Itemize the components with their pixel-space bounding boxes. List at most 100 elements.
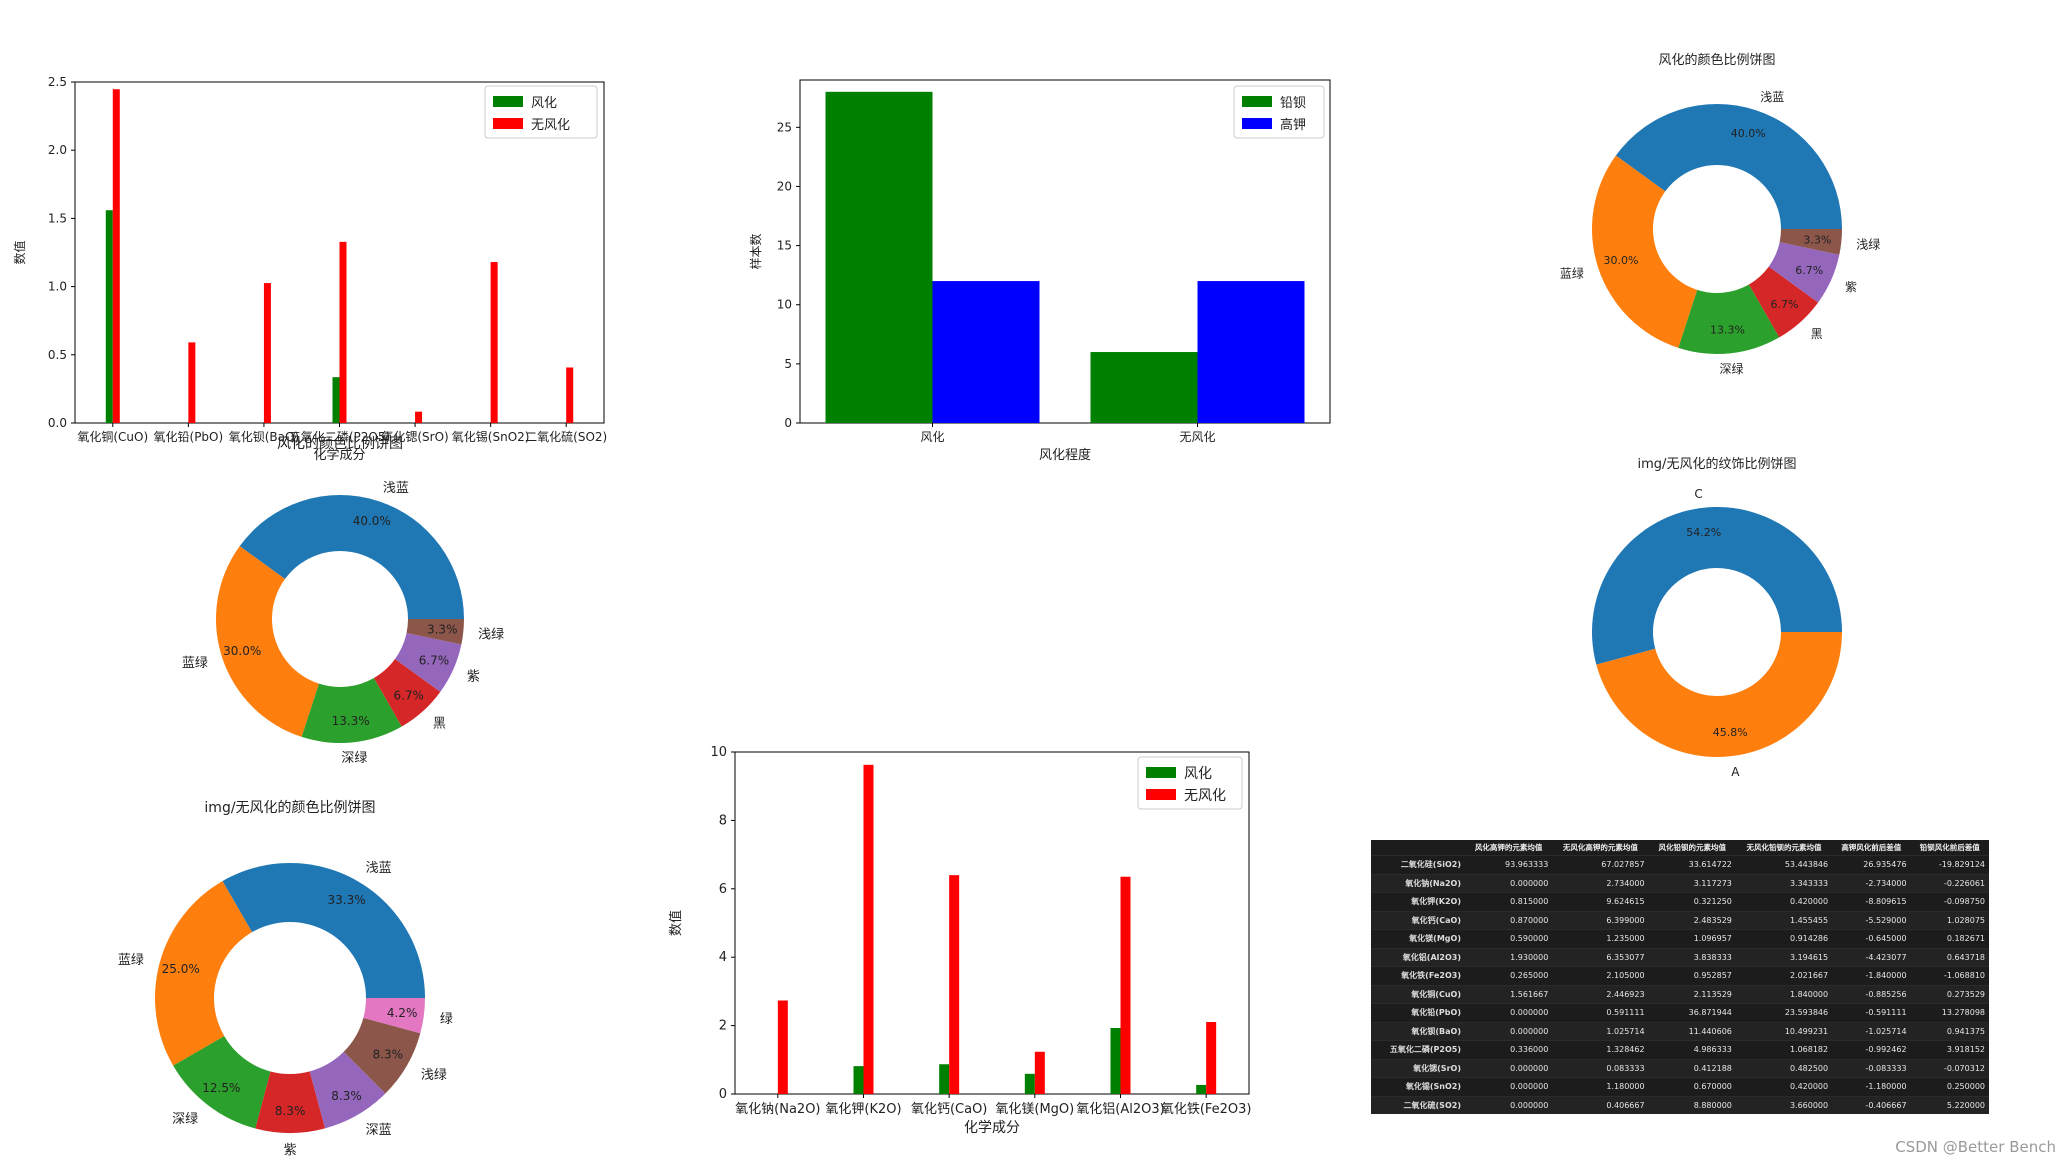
legend-label: 风化 [1184, 766, 1212, 782]
x-axis-label: 化学成分 [964, 1120, 1020, 1136]
bar-无风化 [949, 875, 960, 1094]
table-cell: -0.083333 [1832, 1058, 1911, 1078]
table-cell: -0.885256 [1832, 984, 1911, 1004]
pct-label: 12.5% [202, 1081, 240, 1095]
legend-label: 高钾 [1280, 117, 1306, 133]
donut-slice-深蓝 [309, 1051, 386, 1129]
x-tick-label: 无风化 [1179, 430, 1215, 444]
pct-label: 8.3% [373, 1048, 404, 1062]
x-tick-label: 氧化铅(PbO) [154, 430, 224, 444]
bar-高钾 [932, 281, 1040, 423]
pct-label: 45.8% [1713, 726, 1748, 739]
y-tick-label: 0 [719, 1087, 727, 1102]
donut-slice-紫 [395, 632, 462, 692]
slice-label: 深蓝 [366, 1123, 392, 1138]
slice-label: 浅蓝 [1760, 90, 1784, 104]
donut-weathered-color-left: 40.0% 浅蓝 30.0% 蓝绿 13.3% 深绿 6.7% 黑 6.7% 紫 3.3% 浅绿 风化的… [182, 435, 504, 766]
y-tick-label: 1.5 [48, 211, 67, 225]
table-cell: 0.482500 [1735, 1058, 1833, 1078]
slice-label: 浅绿 [478, 627, 504, 642]
bar-风化 [1024, 1073, 1035, 1094]
table-column-header: 无风化高钾的元素均值 [1562, 843, 1638, 852]
table-cell: 0.265000 [1464, 966, 1553, 985]
table-cell: -1.180000 [1832, 1077, 1911, 1096]
legend-label: 无风化 [531, 118, 570, 133]
table-cell: -0.070312 [1910, 1058, 1989, 1078]
pct-label: 6.7% [419, 654, 450, 668]
table-row: 二氧化硅(SiO2) 93.963333 67.027857 33.614722 53.… [1371, 855, 1989, 874]
table-cell: 6.399000 [1552, 910, 1649, 930]
donut-slice-黑 [373, 658, 441, 727]
bar-无风化 [1034, 1051, 1045, 1094]
table-cell: 0.000000 [1464, 1058, 1553, 1078]
table-cell: 3.194615 [1735, 947, 1833, 967]
x-tick-label: 氧化钡(BaO) [229, 430, 299, 444]
table-cell: 1.235000 [1552, 929, 1649, 948]
bar-无风化 [339, 241, 347, 423]
table-cell: 0.952857 [1648, 966, 1736, 985]
pct-label: 3.3% [1803, 233, 1831, 246]
table-row: 氧化钡(BaO) 0.000000 1.025714 11.440606 10.4992… [1371, 1021, 1989, 1041]
slice-label: 蓝绿 [118, 953, 144, 968]
table-row: 氧化镁(MgO) 0.590000 1.235000 1.096957 0.914286… [1371, 929, 1989, 948]
chart-title: 风化的颜色比例饼图 [277, 435, 403, 452]
pct-label: 54.2% [1686, 526, 1721, 539]
slice-label: 浅蓝 [366, 861, 392, 876]
bar-无风化 [263, 283, 271, 423]
slice-label: 浅绿 [421, 1068, 447, 1083]
legend-label: 风化 [531, 96, 557, 111]
y-tick-label: 2.5 [48, 75, 67, 89]
row-header-cell: 氧化锶(SrO) [1371, 1058, 1465, 1078]
table-cell: 3.918152 [1910, 1040, 1989, 1059]
bar-铅钡 [1090, 352, 1198, 423]
bar-风化 [1196, 1084, 1207, 1094]
row-header-cell: 五氧化二磷(P2O5) [1371, 1040, 1465, 1059]
table-cell: 9.624615 [1552, 892, 1649, 911]
table-cell: 1.930000 [1464, 947, 1553, 967]
table-column-header: 风化高钾的元素均值 [1474, 843, 1543, 852]
y-tick-label: 0.0 [48, 416, 67, 430]
table-cell: 33.614722 [1648, 855, 1736, 874]
legend-swatch [1242, 96, 1272, 107]
y-tick-label: 2.0 [48, 143, 67, 157]
y-tick-label: 25 [777, 120, 792, 134]
bar-无风化 [1206, 1022, 1217, 1094]
bar-无风化 [112, 89, 120, 424]
slice-label: 深绿 [1719, 361, 1743, 376]
donut-slice-黑 [1748, 266, 1819, 338]
table-cell: -0.226061 [1910, 873, 1989, 893]
table-cell: -0.992462 [1832, 1040, 1911, 1059]
table-cell: 3.117273 [1648, 873, 1736, 893]
y-tick-label: 1.0 [48, 280, 67, 294]
bar-风化 [1110, 1027, 1121, 1094]
y-tick-label: 6 [719, 882, 727, 897]
pct-label: 13.3% [1710, 323, 1745, 336]
y-tick-label: 8 [719, 813, 727, 828]
legend-swatch [1146, 789, 1176, 800]
donut-slice-浅绿 [406, 619, 464, 645]
row-header-cell: 氧化钠(Na2O) [1371, 873, 1465, 893]
bar-无风化 [777, 1000, 788, 1094]
table-cell: 3.660000 [1735, 1095, 1833, 1114]
row-header-cell: 氧化钾(K2O) [1371, 892, 1465, 911]
table-row: 氧化钙(CaO) 0.870000 6.399000 2.483529 1.455455… [1371, 910, 1989, 930]
bar-无风化 [863, 764, 874, 1094]
x-tick-label: 氧化锶(SrO) [381, 430, 448, 444]
table-cell: 1.180000 [1552, 1077, 1649, 1096]
table-cell: 2.021667 [1735, 966, 1833, 985]
table-cell: 0.000000 [1464, 1003, 1553, 1022]
donut-unweathered-color: 33.3% 浅蓝 25.0% 蓝绿 12.5% 深绿 8.3% 紫 8.3% 深蓝 8.3% 浅绿 4.… [118, 799, 453, 1158]
table-cell: 53.443846 [1735, 855, 1833, 874]
table-cell: 0.591111 [1552, 1003, 1649, 1022]
pct-label: 6.7% [1795, 264, 1823, 277]
table-cell: -1.068810 [1910, 966, 1989, 985]
bar-风化 [939, 1064, 950, 1094]
table-cell: -2.734000 [1832, 873, 1911, 893]
table-cell: -0.406667 [1832, 1095, 1911, 1114]
legend-swatch [1242, 118, 1272, 129]
row-header-cell: 氧化钙(CaO) [1371, 910, 1465, 930]
table-cell: 36.871944 [1648, 1003, 1736, 1022]
table-cell: 93.963333 [1464, 855, 1553, 874]
donut-slice-浅蓝 [239, 495, 464, 619]
